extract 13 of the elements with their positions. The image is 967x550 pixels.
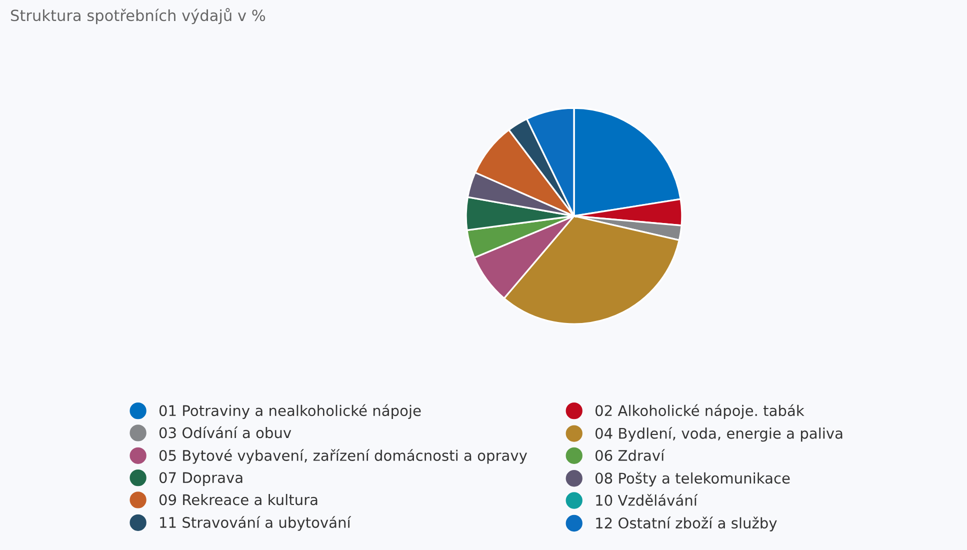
legend-label: 09 Rekreace a kultura [159, 494, 318, 506]
legend-label: 11 Stravování a ubytování [160, 516, 352, 531]
legend-label: 06 Zdraví [596, 449, 665, 461]
legend-label: 02 Alkoholické nápoje. tabák [596, 404, 804, 419]
legend-label: 07 Doprava [159, 472, 242, 486]
chart-title: Struktura spotřebních výdajů v % [11, 8, 266, 24]
legend-label: 04 Bydlení, voda, energie a paliva [596, 426, 842, 442]
legend-label: 12 Ostatní zboží a služby [596, 516, 777, 532]
legend-label: 03 Odívání a obuv [159, 426, 292, 438]
legend-label: 05 Bytové vybavení, zařízení domácnosti a opravy [159, 449, 528, 464]
legend-label: 08 Pošty a telekomunikace [596, 472, 790, 487]
legend-label: 01 Potraviny a nealkoholické nápoje [159, 404, 421, 419]
legend-label: 10 Vzdělávání [596, 494, 698, 506]
